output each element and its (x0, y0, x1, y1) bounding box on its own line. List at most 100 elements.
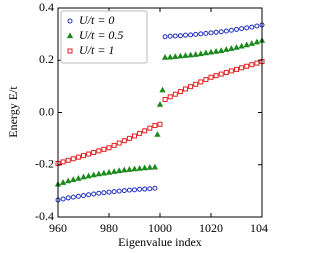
marker (218, 71, 224, 77)
marker (90, 171, 97, 178)
marker (66, 32, 74, 39)
legend-box (60, 10, 148, 64)
marker (238, 42, 245, 49)
marker (188, 84, 194, 90)
x-tick-label: 1040 (250, 221, 268, 235)
marker (212, 47, 220, 54)
marker (131, 165, 138, 172)
marker (121, 188, 127, 194)
marker (146, 163, 153, 170)
marker (177, 89, 183, 95)
marker (121, 138, 127, 144)
y-tick-label: 0.0 (39, 104, 54, 118)
x-axis-label: Eigenvalue index (118, 235, 202, 249)
marker (147, 125, 153, 131)
marker (249, 24, 255, 30)
marker (239, 26, 245, 32)
marker (126, 187, 132, 193)
plot-frame (57, 7, 263, 218)
marker (228, 45, 235, 51)
marker (85, 172, 92, 179)
y-tick-label: 0.2 (39, 52, 54, 66)
marker (208, 30, 214, 36)
marker (228, 27, 234, 33)
marker (187, 51, 194, 58)
marker (198, 79, 204, 85)
marker (213, 73, 219, 79)
marker (167, 33, 173, 39)
marker (172, 53, 179, 59)
marker (177, 33, 183, 39)
x-tick-label: 1020 (199, 221, 223, 235)
marker (106, 189, 112, 195)
marker (110, 168, 118, 174)
marker (154, 131, 161, 137)
marker (188, 32, 194, 38)
marker (156, 101, 164, 107)
marker (161, 53, 169, 60)
marker (192, 51, 199, 57)
marker (136, 165, 143, 171)
marker (193, 81, 199, 87)
marker (223, 70, 229, 76)
legend-label: U/t = 0 (79, 13, 114, 27)
marker (157, 121, 163, 127)
marker (91, 149, 97, 155)
marker (101, 146, 107, 152)
marker (65, 177, 72, 184)
marker (248, 40, 255, 46)
x-tick-label: 980 (100, 221, 118, 235)
marker (81, 193, 86, 199)
marker (233, 44, 240, 50)
marker (95, 170, 102, 177)
marker (228, 68, 234, 74)
marker (60, 196, 66, 202)
marker (75, 174, 82, 181)
marker (132, 187, 137, 193)
marker (203, 30, 209, 36)
marker (142, 186, 148, 192)
marker (86, 151, 92, 157)
marker (116, 188, 122, 194)
marker (141, 164, 148, 171)
y-tick-label: -0.2 (35, 157, 54, 171)
marker (243, 41, 250, 48)
y-tick-label: 0.4 (39, 0, 54, 14)
marker (244, 63, 250, 69)
marker (67, 18, 73, 24)
marker (65, 195, 71, 201)
marker (86, 192, 92, 198)
marker (75, 193, 81, 199)
marker (105, 168, 113, 175)
marker (198, 31, 204, 37)
marker (80, 173, 87, 180)
marker (218, 29, 224, 35)
marker (152, 185, 158, 191)
chart: Eigenvalue index Energy E/t 960 980 1000 10… (6, 0, 268, 249)
marker (106, 145, 112, 151)
marker (75, 154, 81, 160)
marker (116, 140, 122, 146)
marker (152, 123, 158, 129)
legend-label: U/t = 1 (79, 43, 114, 57)
marker (172, 33, 178, 39)
marker (137, 130, 143, 136)
marker (162, 96, 168, 102)
marker (223, 46, 230, 52)
marker (67, 48, 73, 54)
marker (183, 32, 188, 38)
marker (121, 166, 128, 173)
marker (81, 153, 86, 159)
marker (142, 128, 148, 134)
marker (218, 47, 225, 53)
marker (65, 157, 71, 163)
marker (111, 142, 117, 148)
marker (137, 186, 143, 192)
marker (100, 169, 108, 176)
marker (213, 29, 219, 35)
marker (208, 74, 214, 80)
marker (244, 25, 250, 31)
marker (59, 179, 67, 185)
marker (70, 194, 76, 200)
marker (126, 135, 132, 141)
